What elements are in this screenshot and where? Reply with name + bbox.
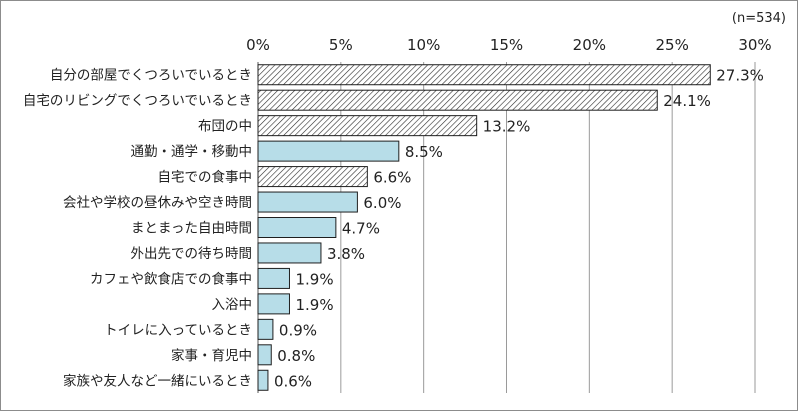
category-label: 自分の部屋でくつろいでいるとき xyxy=(50,68,252,84)
bar-9 xyxy=(257,267,290,289)
bar-8 xyxy=(257,242,322,264)
value-label: 3.8% xyxy=(327,245,365,263)
value-label: 6.0% xyxy=(363,194,401,212)
bar-10 xyxy=(257,293,290,315)
bar-3 xyxy=(257,115,478,137)
x-tick-label: 10% xyxy=(407,36,440,54)
category-label: 自宅のリビングでくつろいでいるとき xyxy=(23,93,252,109)
value-label: 0.9% xyxy=(279,321,317,339)
bar-12 xyxy=(257,344,272,366)
value-label: 24.1% xyxy=(663,92,711,110)
bar-4 xyxy=(257,140,400,162)
value-label: 27.3% xyxy=(716,67,764,85)
value-label: 6.6% xyxy=(373,169,411,187)
bar-2 xyxy=(257,89,658,111)
bar-6 xyxy=(257,191,358,213)
sample-size-label: (n=534) xyxy=(732,11,786,26)
value-label: 1.9% xyxy=(295,296,333,314)
x-tick-label: 30% xyxy=(738,36,771,54)
x-tick-label: 15% xyxy=(490,36,523,54)
category-label: 家族や友人など一緒にいるとき xyxy=(63,372,252,389)
category-label: 会社や学校の昼休みや空き時間 xyxy=(63,194,252,211)
value-label: 8.5% xyxy=(405,143,443,161)
x-tick-label: 5% xyxy=(329,36,353,54)
bar-5 xyxy=(257,166,368,188)
x-tick-label: 0% xyxy=(246,36,270,54)
category-label: トイレに入っているとき xyxy=(104,322,252,338)
x-tick-label: 25% xyxy=(655,36,688,54)
bar-11 xyxy=(257,318,274,340)
value-label: 4.7% xyxy=(342,220,380,238)
value-label: 13.2% xyxy=(483,118,531,136)
value-label: 0.6% xyxy=(274,372,312,390)
category-label: 布団の中 xyxy=(198,119,252,135)
category-label: 通勤・通学・移動中 xyxy=(131,144,253,160)
value-label: 0.8% xyxy=(277,347,315,365)
category-label: 外出先での待ち時間 xyxy=(131,246,253,262)
category-label: まとまった自由時間 xyxy=(131,221,252,237)
value-label: 1.9% xyxy=(295,270,333,288)
category-label: 自宅での食事中 xyxy=(158,169,253,186)
category-label: カフェや飲食店での食事中 xyxy=(90,270,252,287)
x-tick-label: 20% xyxy=(573,36,606,54)
category-label: 家事・育児中 xyxy=(171,347,252,364)
bar-7 xyxy=(257,217,337,238)
bar-1 xyxy=(257,64,711,86)
category-label: 入浴中 xyxy=(212,297,253,313)
bar-13 xyxy=(257,369,269,391)
